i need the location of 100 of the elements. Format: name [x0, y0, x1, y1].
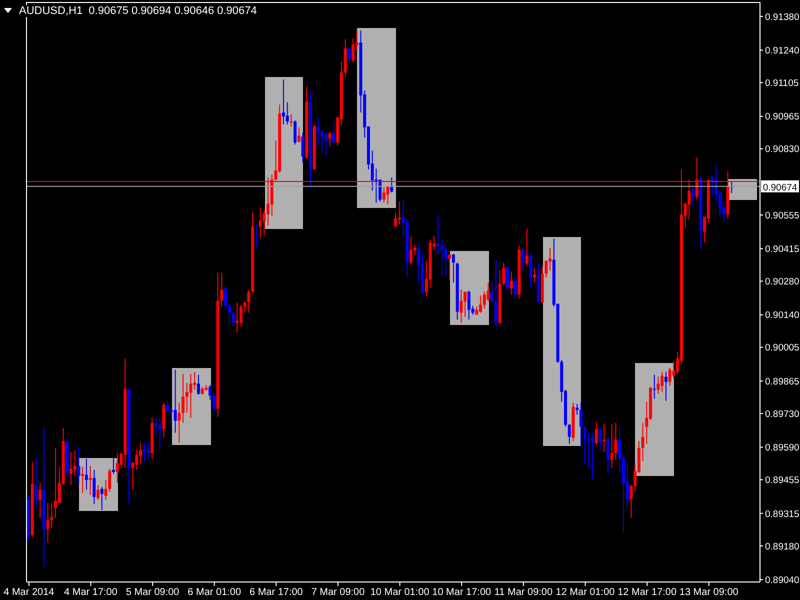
candlestick: [185, 382, 188, 414]
y-tick-label: 0.91380: [765, 12, 800, 23]
candlestick: [533, 267, 536, 284]
y-tick-label: 0.89315: [765, 508, 800, 520]
candlestick: [46, 502, 50, 544]
candlestick: [660, 371, 664, 392]
candlestick: [196, 374, 200, 396]
candlestick: [626, 462, 629, 510]
candlestick: [436, 215, 440, 256]
y-tick-label: 0.90005: [765, 342, 800, 354]
candlestick: [112, 457, 115, 474]
candlestick: [54, 447, 58, 518]
candlestick: [409, 236, 412, 266]
candlestick: [258, 207, 262, 238]
candlestick: [514, 277, 517, 300]
x-tick-label: 7 Mar 09:00: [311, 587, 366, 598]
candlestick: [208, 384, 212, 400]
candlestick: [92, 469, 96, 505]
y-tick-label: 0.90415: [765, 244, 800, 256]
x-tick-label: 13 Mar 09:00: [679, 587, 739, 598]
candlestick: [73, 450, 76, 476]
y-tick-label: 0.91240: [765, 46, 800, 57]
candlestick: [394, 212, 398, 228]
candlestick: [479, 295, 482, 314]
candlestick: [139, 442, 142, 464]
candlestick: [386, 185, 390, 206]
candlestick: [460, 289, 463, 324]
candlestick: [224, 285, 228, 310]
candlestick: [182, 373, 185, 424]
candlestick: [232, 312, 235, 328]
ref-line-label: 0.90674: [762, 182, 798, 194]
candlestick: [189, 373, 192, 418]
candlestick: [116, 452, 119, 484]
candlestick: [591, 432, 594, 480]
candlestick: [247, 289, 250, 314]
candlestick: [166, 401, 170, 412]
candlestick: [81, 466, 84, 494]
candlestick: [568, 423, 571, 444]
candlestick: [170, 407, 173, 428]
y-tick-label: 0.90555: [765, 210, 800, 222]
candlestick: [294, 120, 297, 145]
x-tick-label: 10 Mar 17:00: [432, 587, 492, 598]
x-tick-label: 12 Mar 17:00: [618, 587, 677, 598]
candlestick: [146, 441, 150, 460]
candlestick: [610, 423, 614, 468]
candlestick: [77, 446, 80, 484]
candlestick: [606, 436, 610, 474]
candlestick: [576, 403, 579, 416]
y-tick-label: 0.89865: [765, 376, 800, 388]
candlestick: [324, 130, 328, 158]
candlestick: [84, 458, 88, 490]
candlestick: [467, 290, 470, 320]
candlestick: [34, 456, 38, 508]
candlestick: [440, 239, 444, 278]
candlestick: [96, 484, 100, 500]
x-tick-label: 6 Mar 17:00: [250, 587, 304, 598]
candlestick: [254, 224, 258, 248]
candlestick: [332, 120, 336, 145]
candlestick: [506, 266, 510, 290]
candlestick: [398, 201, 401, 226]
candlestick: [692, 187, 695, 206]
candlestick: [490, 281, 494, 302]
candlestick: [494, 259, 498, 328]
x-tick-label: 6 Mar 01:00: [188, 587, 242, 598]
candlestick: [382, 187, 386, 204]
candlestick: [286, 102, 289, 125]
candlestick: [664, 371, 668, 402]
x-tick-label: 10 Mar 01:00: [370, 587, 430, 598]
y-tick-label: 0.89590: [765, 442, 800, 454]
candlestick: [522, 247, 525, 272]
candlestick: [178, 402, 181, 444]
candlestick: [598, 427, 602, 450]
candlestick: [579, 402, 582, 446]
candlestick: [239, 304, 242, 328]
candlestick: [328, 130, 332, 147]
candlestick: [174, 369, 177, 434]
candlestick: [158, 417, 162, 448]
candlestick: [100, 486, 104, 511]
chart-title: AUDUSD,H1 0.90675 0.90694 0.90646 0.90674: [17, 5, 259, 17]
candlestick: [348, 46, 351, 63]
candlestick: [301, 132, 304, 164]
candlestick: [548, 247, 552, 272]
candlestick: [652, 374, 656, 400]
candlestick: [38, 482, 42, 518]
candlestick: [448, 254, 452, 280]
x-tick-label: 11 Mar 09:00: [494, 587, 553, 598]
x-tick-label: 4 Mar 2014: [4, 587, 55, 598]
x-tick-label: 12 Mar 01:00: [556, 587, 616, 598]
candlestick: [297, 126, 300, 144]
candlestick: [656, 376, 660, 394]
y-tick-label: 0.90965: [765, 112, 800, 123]
y-tick-label: 0.91105: [765, 78, 799, 89]
candlestick: [142, 441, 146, 462]
candlestick: [452, 253, 455, 284]
candlestick: [69, 451, 72, 486]
y-tick-label: 0.90280: [765, 276, 800, 288]
candlestick: [236, 302, 239, 334]
x-tick-label: 4 Mar 17:00: [64, 587, 118, 598]
candlestick: [672, 360, 676, 380]
x-tick-label: 5 Mar 09:00: [126, 587, 180, 598]
